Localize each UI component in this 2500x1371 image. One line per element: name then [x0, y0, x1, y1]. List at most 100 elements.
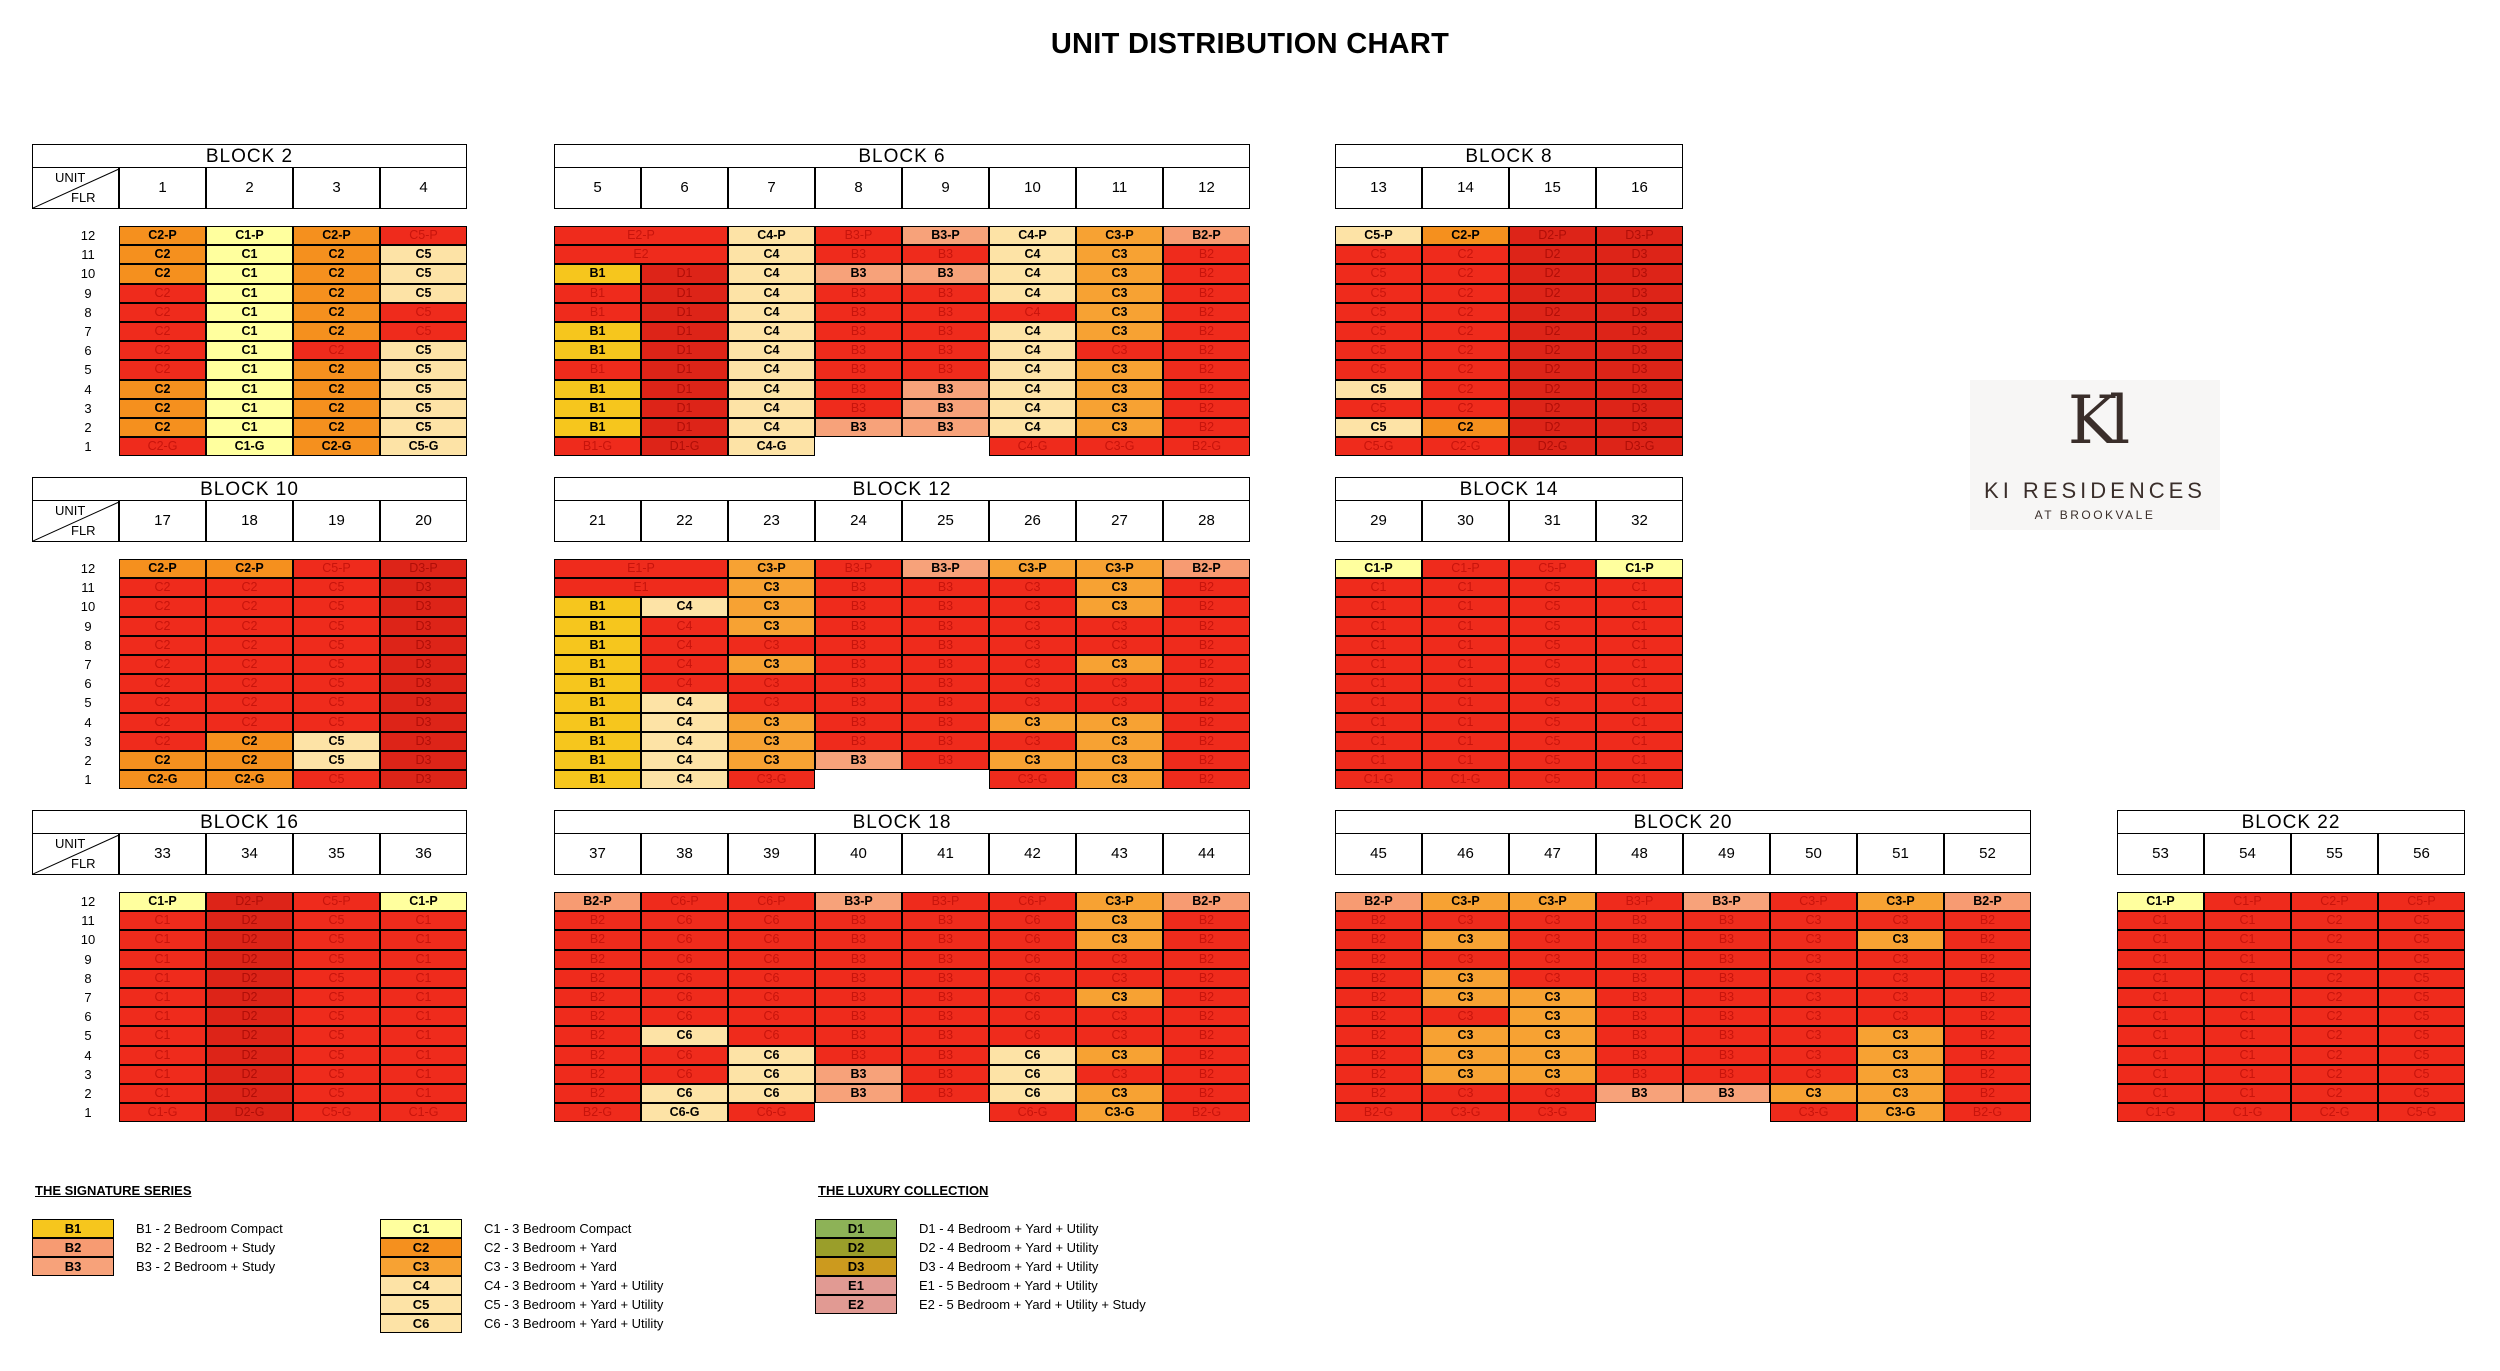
unit-cell[interactable]: C5-P — [2378, 892, 2465, 912]
unit-cell[interactable]: B3 — [902, 635, 989, 655]
unit-cell[interactable]: C5 — [1509, 578, 1596, 598]
unit-cell[interactable]: B3 — [902, 930, 989, 950]
unit-cell[interactable]: C3 — [1857, 988, 1944, 1008]
unit-cell[interactable]: C1 — [380, 911, 467, 931]
unit-cell[interactable]: B3 — [902, 302, 989, 322]
unit-cell[interactable]: C4 — [641, 770, 728, 790]
unit-cell[interactable]: C3 — [1076, 1007, 1163, 1027]
unit-cell[interactable]: D2 — [206, 968, 293, 988]
unit-cell[interactable]: B3 — [902, 655, 989, 675]
unit-cell[interactable]: B2 — [1944, 1045, 2031, 1065]
unit-cell[interactable]: D2 — [1509, 341, 1596, 361]
unit-cell[interactable]: C5 — [380, 379, 467, 399]
unit-cell[interactable]: B3 — [902, 341, 989, 361]
unit-cell[interactable]: B3 — [902, 322, 989, 342]
unit-cell[interactable]: C5 — [1335, 341, 1422, 361]
unit-cell[interactable]: C3 — [1857, 1007, 1944, 1027]
unit-cell[interactable]: C4 — [728, 360, 815, 380]
unit-cell[interactable]: B3 — [902, 1007, 989, 1027]
unit-cell[interactable]: C5 — [293, 988, 380, 1008]
unit-cell[interactable]: C3 — [1857, 949, 1944, 969]
unit-cell[interactable]: C5 — [293, 911, 380, 931]
unit-cell[interactable]: C1 — [1422, 635, 1509, 655]
unit-cell[interactable]: E1-P — [554, 559, 728, 579]
unit-cell[interactable]: C1 — [1335, 635, 1422, 655]
unit-cell[interactable]: B3 — [815, 968, 902, 988]
unit-cell[interactable]: C4 — [641, 597, 728, 617]
unit-cell[interactable]: D2 — [206, 1026, 293, 1046]
unit-cell[interactable]: B3-P — [1596, 892, 1683, 912]
unit-cell[interactable]: C2-G — [2291, 1103, 2378, 1123]
unit-cell[interactable]: C4 — [728, 379, 815, 399]
unit-cell[interactable]: B1 — [554, 360, 641, 380]
unit-cell[interactable]: C1 — [119, 968, 206, 988]
unit-cell[interactable]: C2 — [119, 302, 206, 322]
unit-cell[interactable]: C5 — [293, 770, 380, 790]
unit-cell[interactable]: C1 — [2117, 988, 2204, 1008]
unit-cell[interactable]: B2 — [1163, 751, 1250, 771]
unit-cell[interactable]: E1 — [554, 578, 728, 598]
unit-cell[interactable]: C2-P — [119, 226, 206, 246]
unit-cell[interactable]: C1 — [119, 988, 206, 1008]
unit-cell[interactable]: C5 — [380, 418, 467, 438]
unit-cell[interactable]: D3 — [380, 616, 467, 636]
unit-cell[interactable]: D3 — [380, 751, 467, 771]
unit-cell[interactable]: C5 — [293, 1026, 380, 1046]
unit-cell[interactable]: B3 — [902, 283, 989, 303]
unit-cell[interactable]: C5 — [380, 264, 467, 284]
unit-cell[interactable]: C3 — [1076, 578, 1163, 598]
unit-cell[interactable]: C3 — [1422, 988, 1509, 1008]
unit-cell[interactable]: B1 — [554, 302, 641, 322]
unit-cell[interactable]: C2 — [119, 283, 206, 303]
unit-cell[interactable]: C1-P — [1422, 559, 1509, 579]
unit-cell[interactable]: D1 — [641, 379, 728, 399]
unit-cell[interactable]: C1 — [206, 245, 293, 265]
unit-cell[interactable]: B3 — [815, 322, 902, 342]
unit-cell[interactable]: C2 — [293, 264, 380, 284]
unit-cell[interactable]: C5 — [1509, 751, 1596, 771]
unit-cell[interactable]: C5-P — [1509, 559, 1596, 579]
unit-cell[interactable]: C1-P — [1596, 559, 1683, 579]
unit-cell[interactable]: C3 — [1076, 1026, 1163, 1046]
unit-cell[interactable]: D2 — [1509, 302, 1596, 322]
unit-cell[interactable]: C4 — [728, 302, 815, 322]
unit-cell[interactable]: B3 — [902, 968, 989, 988]
unit-cell[interactable]: C5 — [293, 1084, 380, 1104]
unit-cell[interactable]: C1 — [206, 398, 293, 418]
unit-cell[interactable]: C5 — [2378, 1084, 2465, 1104]
unit-cell[interactable]: C3 — [728, 712, 815, 732]
unit-cell[interactable]: C3 — [728, 597, 815, 617]
unit-cell[interactable]: C6-G — [641, 1103, 728, 1123]
unit-cell[interactable]: C1 — [1596, 578, 1683, 598]
unit-cell[interactable]: B2 — [554, 930, 641, 950]
unit-cell[interactable]: C3 — [1422, 911, 1509, 931]
unit-cell[interactable]: D1 — [641, 398, 728, 418]
unit-cell[interactable]: C1-G — [119, 1103, 206, 1123]
unit-cell[interactable]: B2 — [1335, 968, 1422, 988]
unit-cell[interactable]: B2 — [1163, 949, 1250, 969]
unit-cell[interactable]: C2 — [2291, 1026, 2378, 1046]
unit-cell[interactable]: B2 — [1163, 322, 1250, 342]
unit-cell[interactable]: B3 — [902, 578, 989, 598]
unit-cell[interactable]: C5 — [380, 360, 467, 380]
unit-cell[interactable]: C1 — [1422, 693, 1509, 713]
unit-cell[interactable]: D2 — [1509, 264, 1596, 284]
unit-cell[interactable]: C1-P — [2204, 892, 2291, 912]
unit-cell[interactable]: C6 — [641, 968, 728, 988]
unit-cell[interactable]: C5 — [2378, 911, 2465, 931]
unit-cell[interactable]: C1 — [2204, 1026, 2291, 1046]
unit-cell[interactable]: C4 — [728, 245, 815, 265]
unit-cell[interactable]: B2 — [554, 1007, 641, 1027]
unit-cell[interactable]: C2 — [1422, 283, 1509, 303]
unit-cell[interactable]: C3 — [1076, 302, 1163, 322]
unit-cell[interactable]: C3 — [1076, 264, 1163, 284]
unit-cell[interactable]: C3 — [989, 674, 1076, 694]
unit-cell[interactable]: C2 — [119, 751, 206, 771]
unit-cell[interactable]: C6 — [641, 911, 728, 931]
unit-cell[interactable]: C2 — [1422, 398, 1509, 418]
unit-cell[interactable]: C1 — [380, 1084, 467, 1104]
unit-cell[interactable]: C1 — [206, 264, 293, 284]
unit-cell[interactable]: B1 — [554, 751, 641, 771]
unit-cell[interactable]: B1 — [554, 379, 641, 399]
unit-cell[interactable]: C2 — [119, 341, 206, 361]
